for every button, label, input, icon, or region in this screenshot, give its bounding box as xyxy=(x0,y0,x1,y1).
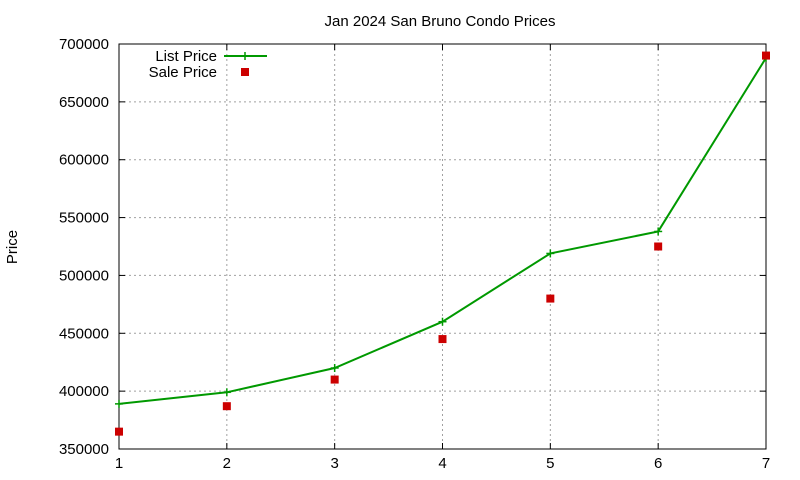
plot-frame xyxy=(118,43,767,450)
x-tick-label: 7 xyxy=(762,455,770,472)
y-tick-label: 350000 xyxy=(59,441,109,458)
legend-label: List Price xyxy=(155,48,217,65)
list-price-point xyxy=(546,249,555,258)
legend-entry: List Price xyxy=(155,48,267,65)
sale-price-point xyxy=(762,51,770,60)
grid-lines xyxy=(118,43,767,450)
sale-price-point xyxy=(546,294,555,303)
y-tick-label: 700000 xyxy=(59,36,109,53)
chart-title: Jan 2024 San Bruno Condo Prices xyxy=(325,13,556,30)
series-sale-price xyxy=(115,51,770,436)
x-tick-label: 3 xyxy=(330,455,338,472)
y-tick-label: 650000 xyxy=(59,94,109,111)
sale-price-point xyxy=(115,427,123,436)
y-tick-label: 500000 xyxy=(59,267,109,284)
x-tick-label: 2 xyxy=(223,455,231,472)
list-price-point xyxy=(330,364,339,372)
x-tick-label: 4 xyxy=(438,455,446,472)
legend-plus-sample xyxy=(241,52,249,60)
x-tick-label: 5 xyxy=(546,455,554,472)
sale-price-point xyxy=(438,335,447,344)
sale-price-point xyxy=(330,375,339,384)
x-tick-label: 1 xyxy=(115,455,123,472)
legend-square-sample xyxy=(241,68,249,76)
data-series xyxy=(115,51,770,436)
list-price-point xyxy=(654,227,663,236)
y-tick-label: 550000 xyxy=(59,210,109,227)
y-axis-label: Price xyxy=(4,230,21,264)
sale-price-point xyxy=(222,402,231,411)
list-price-point xyxy=(115,399,123,408)
axes: 1 2 3 4 5 6 7 350000 400000 450000 500000 550000 600… xyxy=(59,36,770,472)
y-tick-label: 450000 xyxy=(59,325,109,342)
x-tick-label: 6 xyxy=(654,455,662,472)
legend-label: Sale Price xyxy=(149,64,217,81)
y-tick-label: 400000 xyxy=(59,383,109,400)
sale-price-point xyxy=(654,242,663,251)
legend-entry: Sale Price xyxy=(149,64,249,81)
list-price-point xyxy=(222,388,231,397)
y-tick-label: 600000 xyxy=(59,152,109,169)
list-price-point xyxy=(438,317,447,326)
